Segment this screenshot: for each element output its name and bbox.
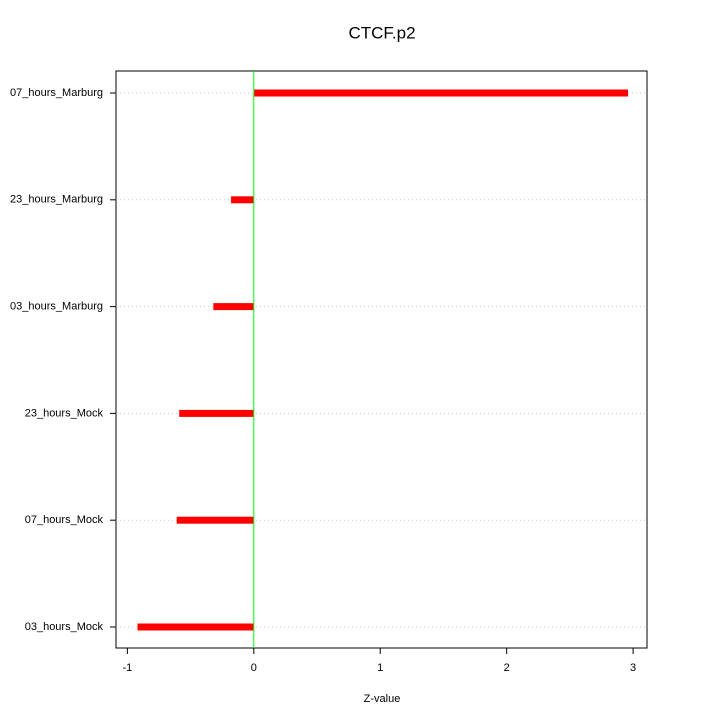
x-tick-label: 1 <box>377 662 383 674</box>
bar <box>176 516 254 524</box>
bar <box>213 303 254 311</box>
bar <box>137 623 254 631</box>
y-tick-label: 23_hours_Marburg <box>10 194 103 206</box>
x-axis-label: Z-value <box>364 693 401 705</box>
y-tick-label: 07_hours_Marburg <box>10 87 103 99</box>
y-tick-label: 23_hours_Mock <box>25 407 104 419</box>
chart-title: CTCF.p2 <box>348 23 415 42</box>
x-tick-label: 0 <box>251 662 257 674</box>
y-tick-label: 03_hours_Marburg <box>10 301 103 313</box>
bar <box>231 196 254 204</box>
x-tick-label: 2 <box>504 662 510 674</box>
plot-frame <box>115 70 648 649</box>
x-tick-label: -1 <box>122 662 132 674</box>
x-tick-label: 3 <box>630 662 636 674</box>
bar <box>179 409 254 417</box>
y-tick-label: 07_hours_Mock <box>25 514 104 526</box>
bar <box>253 89 629 97</box>
y-tick-label: 03_hours_Mock <box>25 621 104 633</box>
